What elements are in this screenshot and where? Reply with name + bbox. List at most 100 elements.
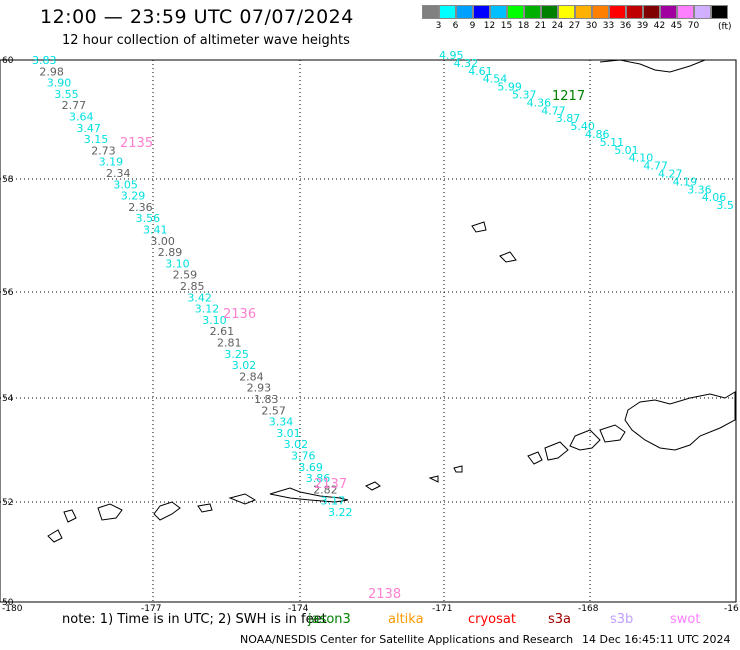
- wave-height-value: 3.12: [195, 303, 220, 316]
- coastline-island: [471, 221, 487, 233]
- legend-swatch: [473, 5, 490, 19]
- coastline-island: [63, 509, 77, 523]
- coastline-island: [599, 424, 626, 443]
- latitude-label: 50: [2, 598, 14, 608]
- page-subtitle: 12 hour collection of altimeter wave hei…: [62, 33, 350, 48]
- coastline-peninsula: [624, 391, 736, 451]
- color-legend: 3 6 9 12 15 18 21 24 27 30 33 36 39 42 45 70 (ft): [422, 5, 732, 32]
- legend-swatch: [660, 5, 677, 19]
- longitude-label: -180: [2, 604, 23, 614]
- legend-label: 27: [568, 21, 581, 31]
- latitude-label: 54: [2, 394, 14, 404]
- wave-height-value: 3.83: [32, 54, 57, 67]
- map-grid: 60 58 56 54 52 50-180 -177 -174 -171 -168 -16: [0, 56, 739, 614]
- wave-height-value: 4.32: [454, 57, 479, 70]
- coastline-island: [569, 429, 601, 451]
- wave-height-value: 4.36: [527, 96, 552, 109]
- legend-swatch: [575, 5, 592, 19]
- legend-swatch: [490, 5, 507, 19]
- legend-label: 18: [517, 21, 530, 31]
- satellite-altika: altika: [388, 612, 424, 627]
- track-labels: 3.832.983.903.552.773.643.473.152.733.19…: [32, 49, 734, 602]
- wave-height-value: 2.73: [91, 144, 116, 157]
- wave-height-value: 4.86: [585, 128, 610, 141]
- wave-height-value: 5.99: [497, 81, 522, 94]
- wave-height-value: 5.37: [512, 89, 537, 102]
- wave-height-value: 3.00: [150, 235, 175, 248]
- coastline-island: [228, 493, 257, 505]
- wave-height-value: 2.81: [217, 337, 242, 350]
- legend-swatch: [422, 5, 439, 19]
- wave-height-value: 3.90: [47, 77, 72, 90]
- wave-height-value: 2.61: [210, 325, 235, 338]
- wave-height-value: 2.36: [128, 201, 153, 214]
- wave-height-value: 3.56: [136, 212, 161, 225]
- latitude-label: 58: [2, 175, 14, 185]
- satellite-cryosat: cryosat: [468, 612, 516, 627]
- wave-height-value: 1.83: [254, 393, 279, 406]
- latitude-label: 56: [2, 288, 14, 298]
- wave-height-value: 2.89: [158, 246, 183, 259]
- wave-height-value: 3.5: [716, 199, 734, 212]
- legend-label: 15: [500, 21, 513, 31]
- wave-height-value: 3.69: [298, 461, 323, 474]
- wave-height-value: 4.77: [643, 160, 668, 173]
- pass-number: 2138: [368, 587, 401, 602]
- legend-label: 12: [483, 21, 496, 31]
- wave-height-value: 2.57: [261, 404, 286, 417]
- coastline-island: [544, 441, 569, 461]
- wave-height-value: 2.93: [247, 382, 272, 395]
- legend-label: 39: [636, 21, 649, 31]
- wave-height-value: 3.25: [224, 348, 249, 361]
- coastline-island: [97, 503, 123, 521]
- wave-height-value: 4.06: [702, 191, 727, 204]
- latitude-label: 60: [2, 56, 14, 66]
- page-title: 12:00 — 23:59 UTC 07/07/2024: [40, 6, 354, 28]
- longitude-label: -177: [141, 604, 161, 614]
- legend-swatch: [694, 5, 711, 19]
- legend-label: 3: [435, 21, 442, 31]
- wave-height-value: 2.77: [62, 99, 87, 112]
- coastline-mainland: [599, 59, 706, 73]
- coastline-island: [499, 251, 517, 263]
- note-line: note: 1) Time is in UTC; 2) SWH is in fe…: [62, 612, 327, 627]
- wave-height-value: 4.10: [629, 152, 654, 165]
- legend-label: 9: [469, 21, 476, 31]
- coastline-island: [453, 465, 463, 473]
- wave-height-value: 3.64: [69, 111, 94, 124]
- legend-swatch: [711, 5, 728, 19]
- wave-height-value: 2.98: [39, 65, 64, 78]
- wave-height-value: 3.86: [306, 472, 331, 485]
- wave-height-value: 3.34: [269, 416, 294, 429]
- longitude-label: -171: [432, 604, 452, 614]
- legend-swatch: [524, 5, 541, 19]
- satellite-s3b: s3b: [610, 612, 634, 627]
- legend-swatch: [558, 5, 575, 19]
- wave-height-value: 5.01: [614, 144, 639, 157]
- wave-height-value: 3.41: [143, 224, 168, 237]
- legend-swatch: [439, 5, 456, 19]
- wave-height-value: 2.84: [239, 370, 264, 383]
- legend-swatches: [422, 5, 728, 19]
- coastline-island: [197, 503, 213, 513]
- legend-swatch: [592, 5, 609, 19]
- wave-height-value: 3.02: [232, 359, 256, 372]
- satellite-s3a: s3a: [548, 612, 572, 627]
- wave-height-value: 3.02: [284, 438, 309, 451]
- legend-swatch: [643, 5, 660, 19]
- wave-height-value: 4.95: [439, 49, 464, 62]
- wave-height-value: 3.10: [165, 257, 190, 270]
- wave-height-value: 4.61: [468, 65, 493, 78]
- legend-label: 6: [452, 21, 459, 31]
- legend-swatch: [626, 5, 643, 19]
- coastline: [47, 59, 736, 543]
- legend-label: 70: [687, 21, 700, 31]
- wave-height-value: 3.01: [276, 427, 301, 440]
- satellite-jason3: jason3: [308, 612, 351, 627]
- wave-height-value: 2.59: [173, 269, 198, 282]
- footer-credit: NOAA/NESDIS Center for Satellite Applica…: [240, 633, 574, 646]
- wave-height-value: 3.19: [99, 156, 124, 169]
- satellite-swot: swot: [670, 612, 701, 627]
- wave-height-value: 4.27: [658, 168, 683, 181]
- wave-height-value: 3.10: [202, 314, 227, 327]
